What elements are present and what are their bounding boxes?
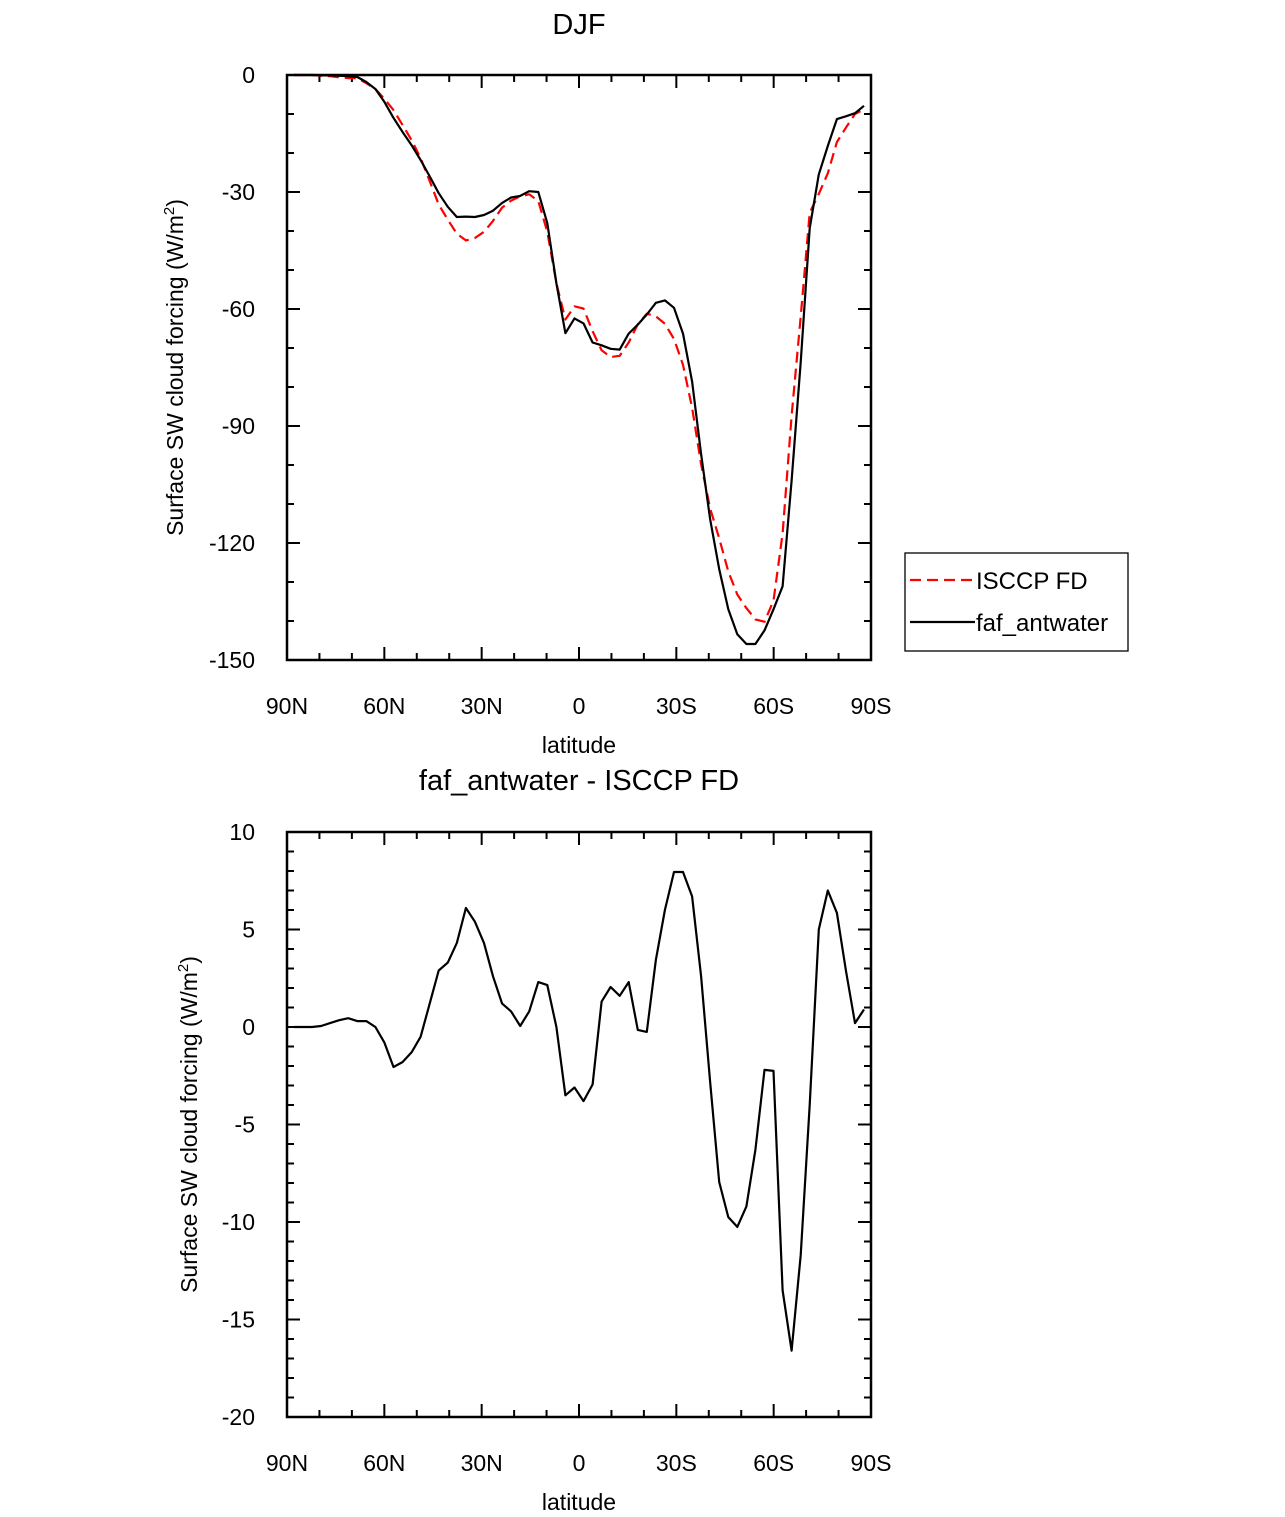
y-tick-label: 5 xyxy=(242,917,255,943)
x-tick-label: 90N xyxy=(266,693,308,719)
x-tick-label: 0 xyxy=(573,693,586,719)
y-tick-label: -30 xyxy=(222,179,255,205)
legend: ISCCP FD faf_antwater xyxy=(904,552,1129,652)
series-line-faf-antwater xyxy=(293,73,865,646)
y-tick-label: -90 xyxy=(222,413,255,439)
x-tick-label: 30N xyxy=(461,693,503,719)
y-axis-label-main: Surface SW cloud forcing (W/m xyxy=(162,215,188,536)
x-tick-label: 90S xyxy=(851,693,892,719)
x-tick-label: 60N xyxy=(363,693,405,719)
x-tick-label: 60N xyxy=(363,1450,405,1476)
y-tick-label: 10 xyxy=(229,819,255,845)
legend-label: ISCCP FD xyxy=(976,568,1088,595)
x-tick-label: 90N xyxy=(266,1450,308,1476)
y-tick-label: -20 xyxy=(222,1404,255,1430)
legend-label: faf_antwater xyxy=(976,610,1108,637)
x-tick-label: 30N xyxy=(461,1450,503,1476)
plot-frame xyxy=(285,73,873,662)
y-tick-label: -60 xyxy=(222,296,255,322)
y-axis-label-superscript: 2 xyxy=(161,207,178,215)
y-tick-label: -5 xyxy=(235,1112,255,1138)
y-tick-label: -15 xyxy=(222,1307,255,1333)
y-tick-label: -10 xyxy=(222,1209,255,1235)
y-axis-label-close: ) xyxy=(162,199,188,207)
x-tick-label: 60S xyxy=(753,1450,794,1476)
x-axis-label: latitude xyxy=(542,1489,616,1515)
series-line-isccp-fd xyxy=(293,73,865,623)
chart-title: DJF xyxy=(552,9,605,41)
chart-title: faf_antwater - ISCCP FD xyxy=(419,765,739,797)
x-tick-label: 30S xyxy=(656,1450,697,1476)
y-axis-label-close: ) xyxy=(176,956,202,964)
x-tick-label: 0 xyxy=(573,1450,586,1476)
y-tick-label: 0 xyxy=(242,1014,255,1040)
legend-box xyxy=(904,552,1129,652)
x-tick-label: 60S xyxy=(753,693,794,719)
plot-frame xyxy=(285,830,873,1419)
difference-panel: faf_antwater - ISCCP FD 90N 60N 30N 0 30S 60S 9… xyxy=(175,765,891,1515)
x-axis-label: latitude xyxy=(542,732,616,758)
djf-panel: DJF 90N 60N 30N 0 30S 60S 90S 0 -30 -60 -90 -120 -150… xyxy=(161,9,1129,758)
y-axis-label-main: Surface SW cloud forcing (W/m xyxy=(176,972,202,1293)
x-tick-label: 90S xyxy=(851,1450,892,1476)
y-axis-label: Surface SW cloud forcing (W/m2) xyxy=(175,956,202,1293)
series-line-faf-antwater-isccp-fd xyxy=(293,870,865,1352)
y-tick-label: -150 xyxy=(209,647,255,673)
y-tick-label: -120 xyxy=(209,530,255,556)
x-tick-label: 30S xyxy=(656,693,697,719)
y-axis-label: Surface SW cloud forcing (W/m2) xyxy=(161,199,188,536)
y-tick-label: 0 xyxy=(242,62,255,88)
y-axis-label-superscript: 2 xyxy=(175,964,192,972)
